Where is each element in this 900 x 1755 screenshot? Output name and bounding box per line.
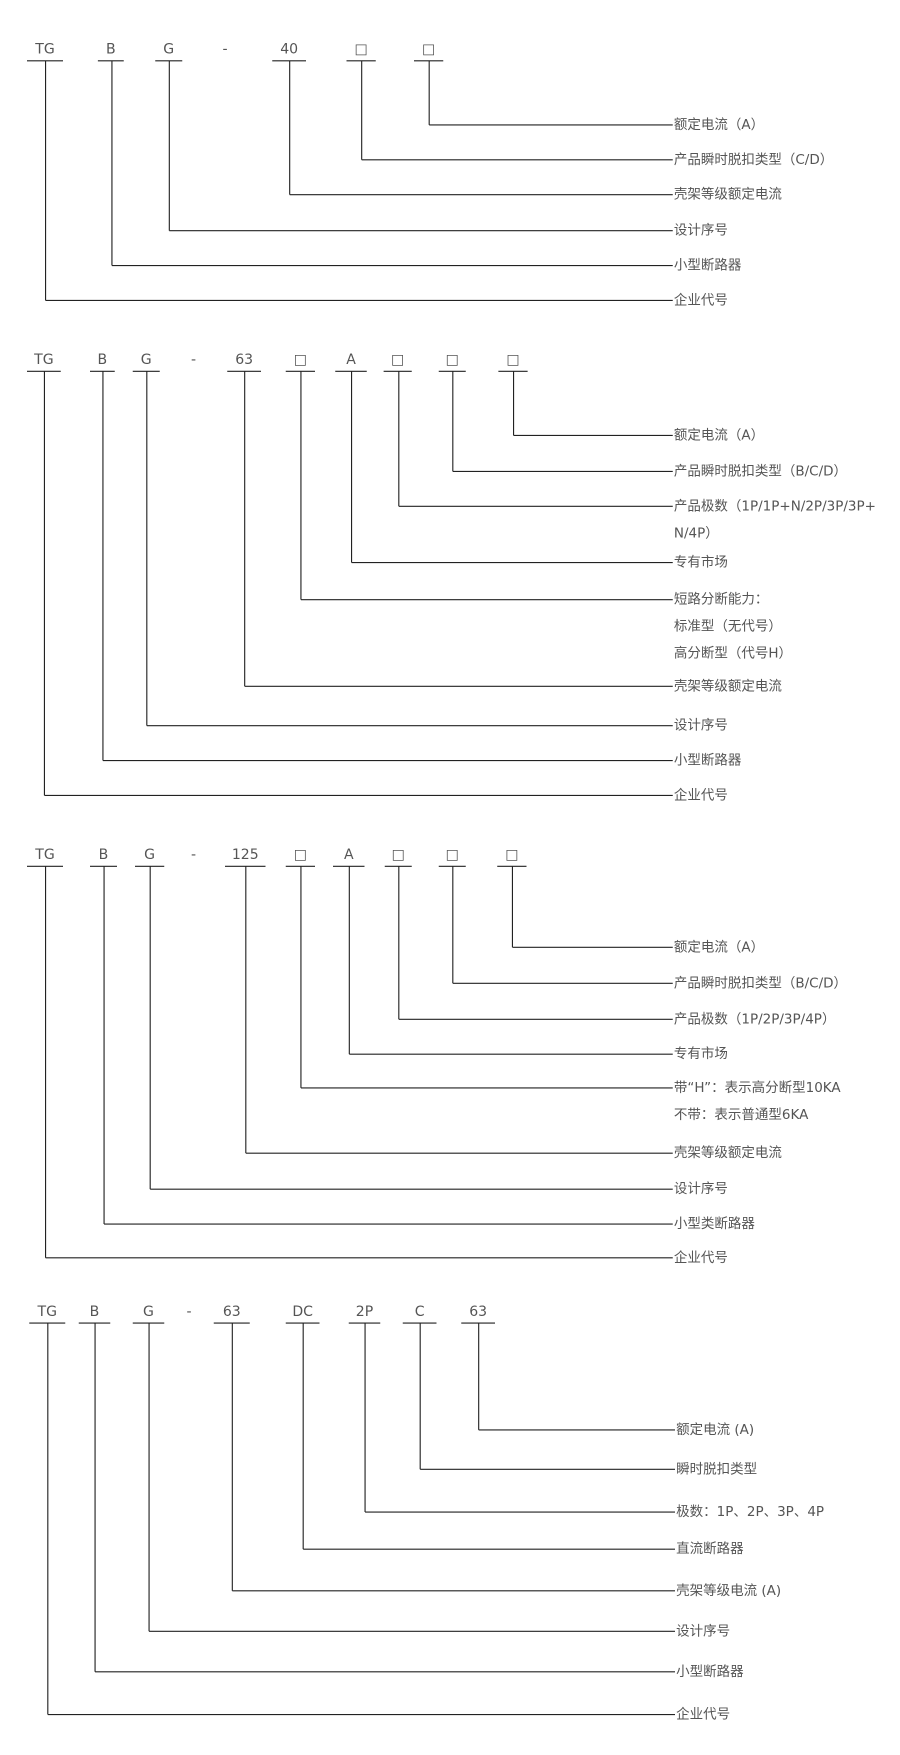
segment-description: 企业代号	[674, 786, 728, 803]
code-segment: 125	[232, 847, 259, 863]
code-placeholder-box: □	[294, 847, 307, 863]
segment-description: 企业代号	[674, 291, 728, 308]
designation-section-1: TG B G - 40 □ □ 额定电流（A） 产品瞬时脱扣类型（C/D） 壳架等级额定电流设计序…	[27, 42, 833, 308]
code-placeholder-box: □	[294, 352, 307, 368]
segment-description: 直流断路器	[676, 1541, 744, 1557]
segment-description: 设计序号	[676, 1623, 730, 1639]
segment-description: 高分断型（代号H）	[674, 645, 792, 662]
designation-section-3: TG B G - 125 □ A □ □ □ 额定电流（A） 产品瞬时脱扣类型（B/C/D） 产品极数（…	[27, 847, 847, 1266]
code-segment: G	[163, 42, 174, 58]
code-segment: 40	[280, 42, 298, 58]
code-segment: C	[415, 1304, 425, 1320]
designation-section-4: TG B G - 63 DC 2P C 63 额定电流 (A) 瞬时脱扣类型极数：1P、2P、3P、…	[29, 1304, 824, 1723]
code-segment: B	[98, 352, 108, 368]
segment-description: 小型断路器	[676, 1664, 744, 1680]
code-segment: G	[144, 847, 155, 863]
code-segment: A	[346, 352, 356, 368]
code-segment: B	[90, 1304, 100, 1320]
code-segment: -	[222, 42, 227, 58]
code-segment: 63	[235, 352, 253, 368]
segment-description: 带“H”：表示高分断型10KA	[674, 1079, 842, 1096]
segment-description: N/4P）	[674, 525, 719, 541]
segment-description: 额定电流（A）	[674, 427, 764, 443]
segment-description: 额定电流 (A)	[676, 1422, 754, 1438]
segment-description: 企业代号	[674, 1249, 728, 1266]
code-placeholder-box: □	[506, 352, 519, 368]
code-segment: TG	[37, 1304, 57, 1320]
segment-description: 专有市场	[674, 1045, 728, 1062]
code-placeholder-box: □	[446, 352, 459, 368]
segment-description: 小型断路器	[674, 753, 742, 769]
code-placeholder-box: □	[422, 42, 435, 58]
code-segment: TG	[34, 847, 54, 863]
code-segment: -	[191, 352, 196, 368]
designation-section-2: TG B G - 63 □ A □ □ □ 额定电流（A） 产品瞬时脱扣类型（B/C/D） 产品极数（1…	[27, 352, 876, 803]
segment-description: 产品极数（1P/2P/3P/4P）	[674, 1011, 836, 1027]
code-segment: B	[99, 847, 109, 863]
segment-description: 设计序号	[674, 223, 728, 239]
code-segment: TG	[34, 42, 54, 58]
segment-description: 小型类断路器	[674, 1216, 755, 1232]
segment-description: 瞬时脱扣类型	[676, 1461, 757, 1477]
segment-description: 壳架等级电流 (A)	[676, 1582, 781, 1599]
segment-description: 短路分断能力：	[674, 592, 769, 608]
code-placeholder-box: □	[446, 847, 459, 863]
segment-description: 壳架等级额定电流	[674, 1144, 782, 1161]
code-placeholder-box: □	[505, 847, 518, 863]
segment-description: 产品瞬时脱扣类型（B/C/D）	[674, 975, 847, 991]
segment-description: 设计序号	[674, 1181, 728, 1197]
code-placeholder-box: □	[354, 42, 367, 58]
segment-description: 企业代号	[676, 1706, 730, 1723]
code-segment: -	[186, 1304, 191, 1320]
segment-description: 产品瞬时脱扣类型（C/D）	[674, 152, 833, 168]
segment-description: 壳架等级额定电流	[674, 677, 782, 694]
segment-description: 产品瞬时脱扣类型（B/C/D）	[674, 463, 847, 479]
segment-description: 额定电流（A）	[674, 117, 764, 133]
segment-description: 设计序号	[674, 718, 728, 734]
code-segment: -	[191, 847, 196, 863]
code-segment: B	[106, 42, 116, 58]
segment-description: 标准型（无代号）	[674, 619, 782, 635]
segment-description: 额定电流（A）	[674, 939, 764, 955]
code-segment: 2P	[356, 1304, 373, 1320]
segment-description: 不带：表示普通型6KA	[674, 1107, 809, 1123]
code-segment: 63	[469, 1304, 487, 1320]
segment-description: 小型断路器	[674, 258, 742, 274]
code-segment: 63	[223, 1304, 241, 1320]
segment-description: 产品极数（1P/1P+N/2P/3P/3P+	[674, 498, 876, 514]
segment-description: 专有市场	[674, 554, 728, 571]
code-segment: G	[141, 352, 152, 368]
code-segment: TG	[33, 352, 53, 368]
code-placeholder-box: □	[392, 847, 405, 863]
code-segment: A	[344, 847, 354, 863]
code-segment: DC	[292, 1304, 313, 1320]
code-segment: G	[143, 1304, 154, 1320]
segment-description: 极数：1P、2P、3P、4P	[676, 1504, 824, 1520]
segment-description: 壳架等级额定电流	[674, 186, 782, 203]
code-placeholder-box: □	[391, 352, 404, 368]
